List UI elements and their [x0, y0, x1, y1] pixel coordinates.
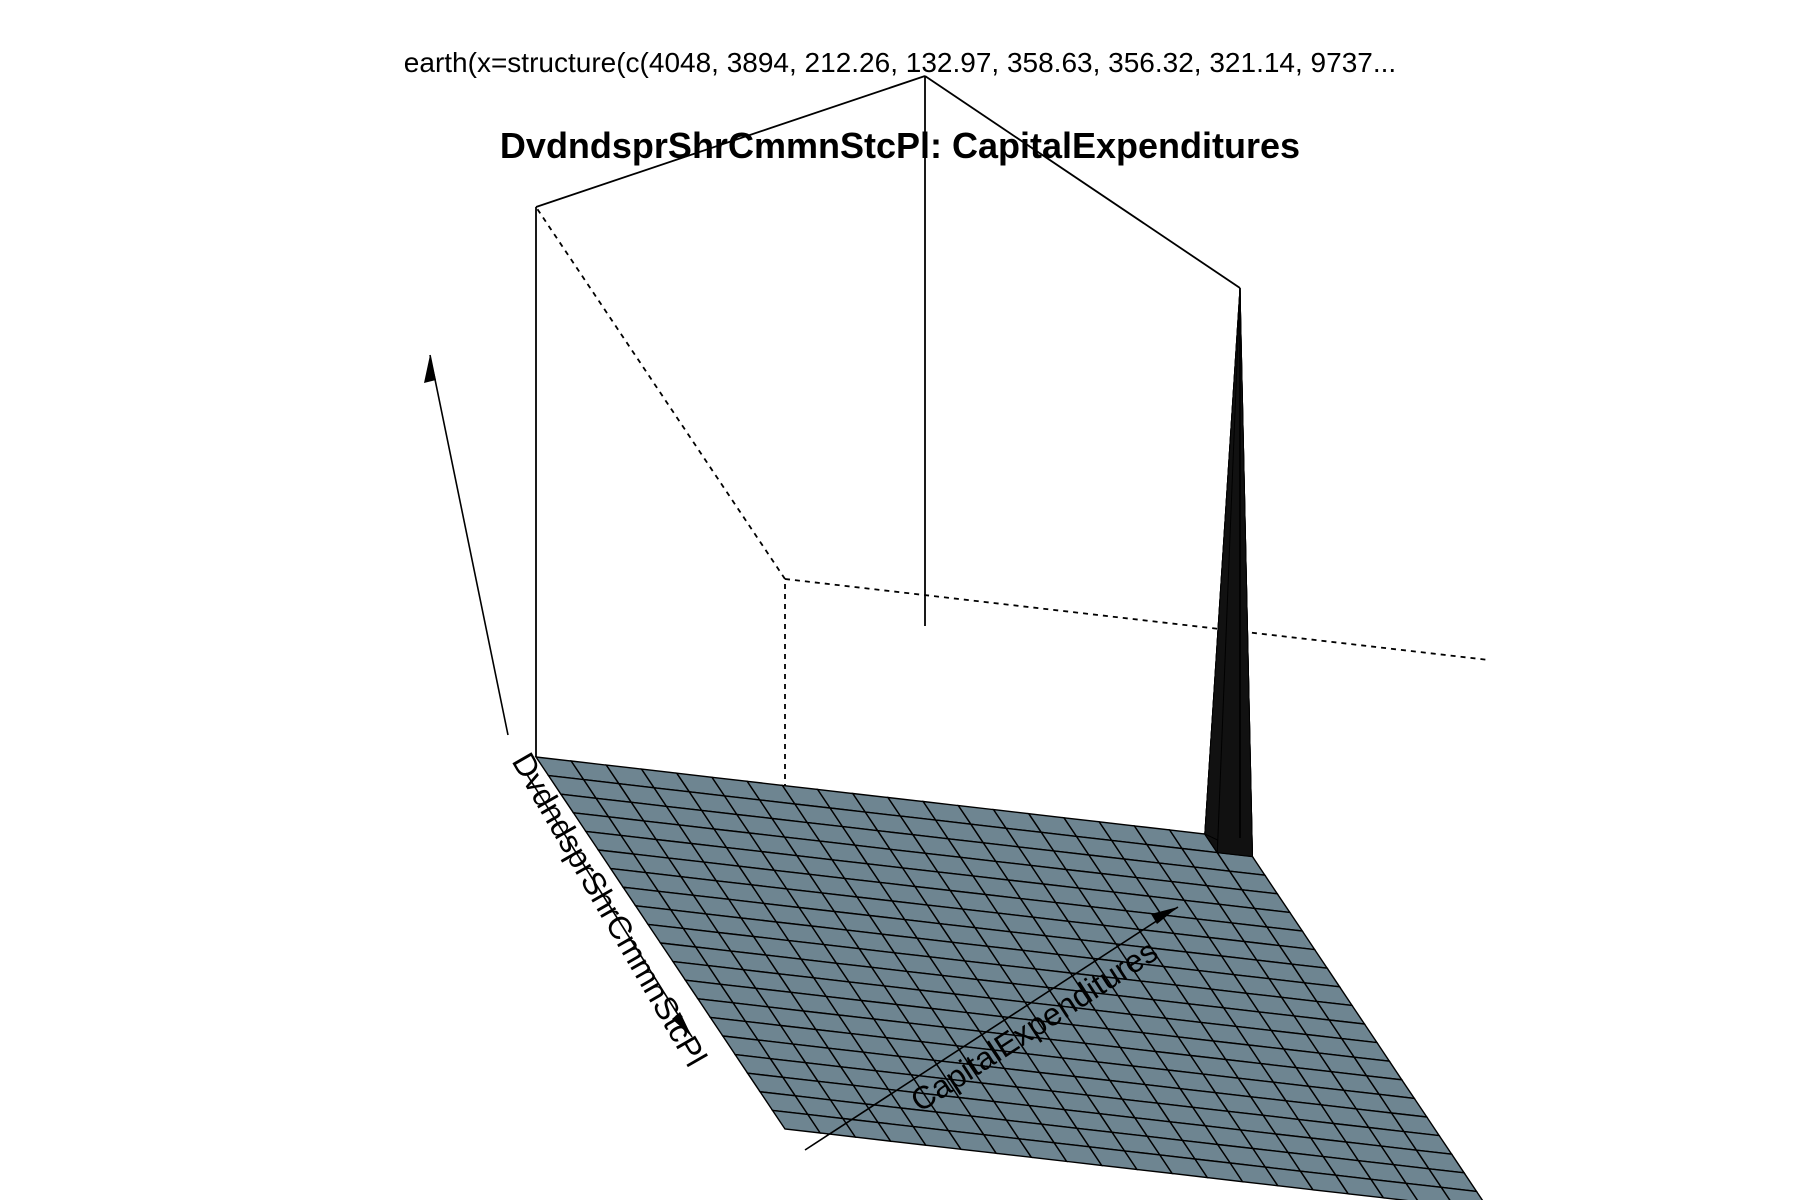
y-axis-arrow: [424, 354, 509, 736]
box-edge-hidden: [784, 578, 1490, 661]
box-edge: [535, 75, 926, 208]
side-axis-arrow: [525, 772, 693, 1038]
bounding-box-front: [535, 75, 1241, 838]
surface-cell: [1404, 1182, 1451, 1200]
surface-cell: [1369, 1178, 1419, 1200]
supertitle: earth(x=structure(c(4048, 3894, 212.26, …: [404, 47, 1396, 78]
box-edge: [924, 75, 1241, 289]
x-axis-arrow: [804, 906, 1179, 1151]
chart-title: DvdndsprShrCmmnStcPl: CapitalExpenditure…: [500, 125, 1300, 166]
surface-peak-face: [1216, 287, 1254, 858]
box-edge-hidden: [535, 206, 786, 580]
